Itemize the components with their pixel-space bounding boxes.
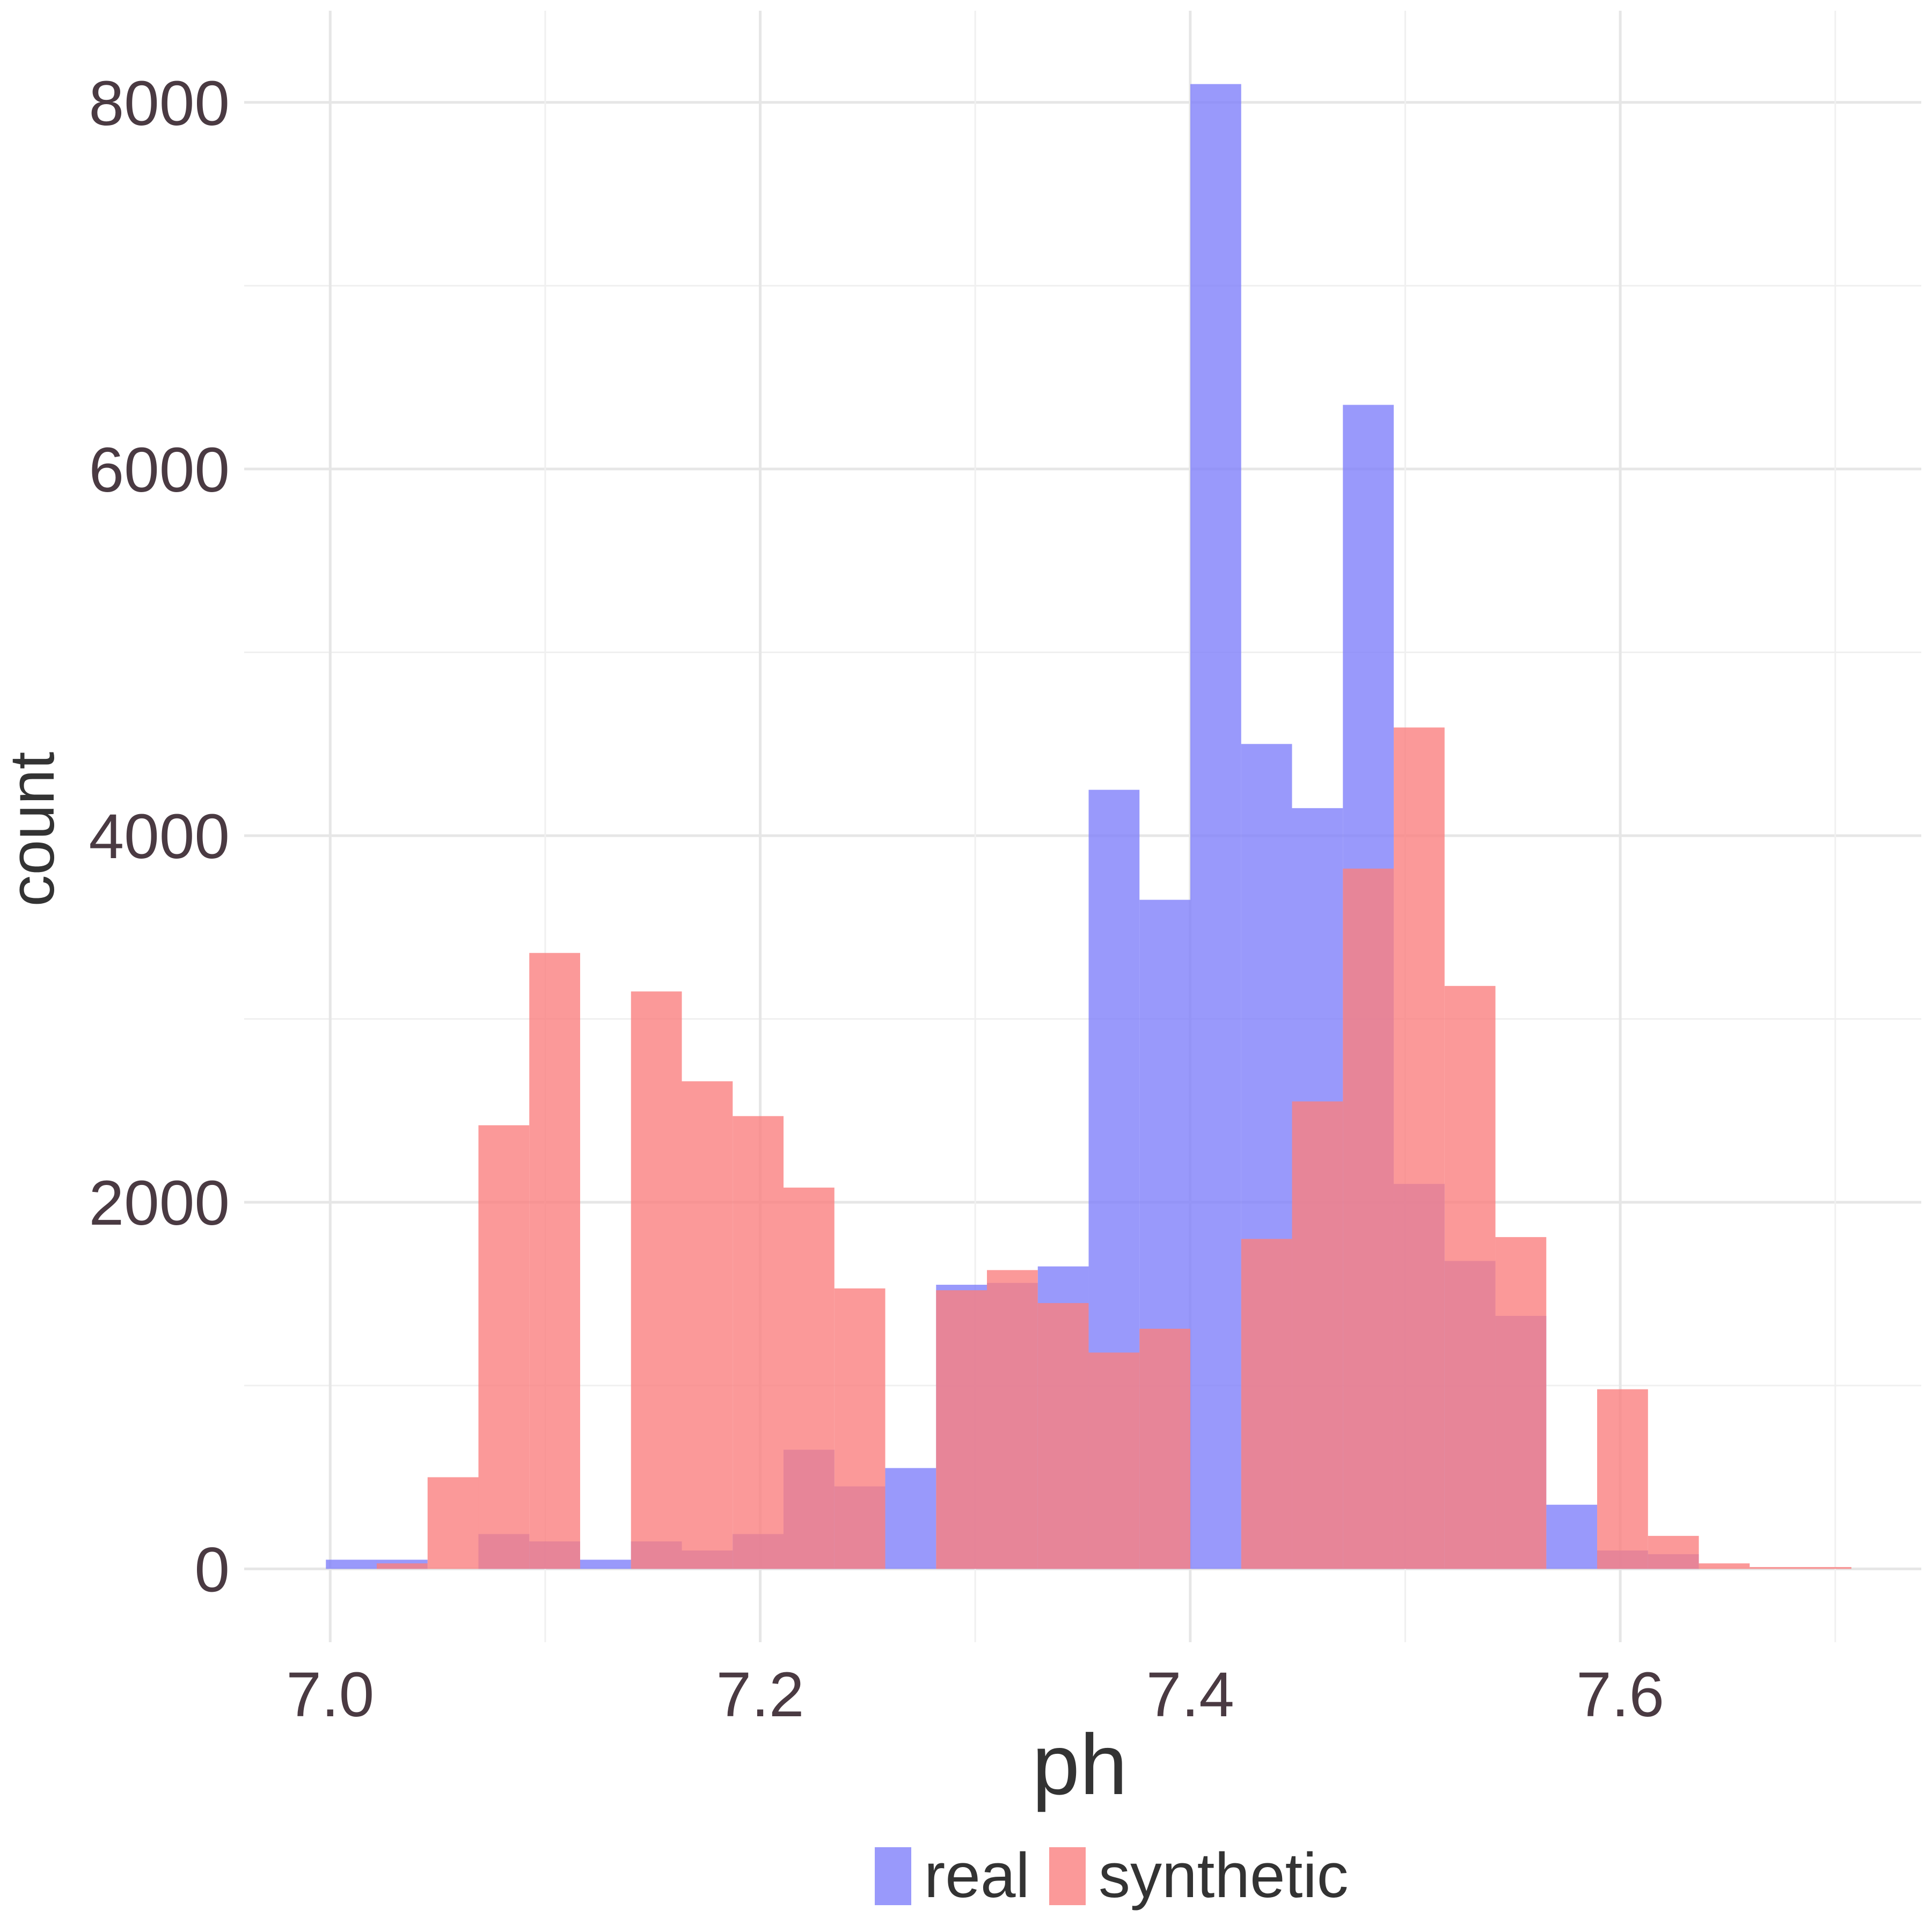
bar-synthetic — [682, 1081, 733, 1569]
bar-real — [1546, 1504, 1598, 1569]
bar-synthetic — [784, 1187, 835, 1569]
y-axis-title: count — [0, 752, 68, 907]
bar-synthetic — [376, 1563, 428, 1569]
legend: real synthetic — [875, 1840, 1349, 1911]
y-tick-label: 4000 — [89, 801, 230, 872]
legend-key-synthetic — [1049, 1847, 1086, 1905]
legend-key-real — [875, 1847, 911, 1905]
bar-synthetic — [1394, 727, 1445, 1569]
bar-synthetic — [1801, 1567, 1851, 1569]
bar-synthetic — [733, 1116, 784, 1569]
series-synthetic — [376, 727, 1851, 1569]
y-tick-label: 8000 — [89, 68, 230, 139]
bar-synthetic — [1139, 1328, 1191, 1569]
bar-synthetic — [1495, 1237, 1547, 1569]
y-tick-label: 2000 — [89, 1168, 230, 1239]
bar-synthetic — [1088, 1352, 1140, 1569]
bar-synthetic — [987, 1270, 1038, 1569]
bar-synthetic — [529, 953, 581, 1569]
bar-real — [885, 1468, 936, 1569]
bar-real — [580, 1560, 631, 1569]
bar-real — [1190, 84, 1241, 1569]
legend-label-real: real — [924, 1840, 1030, 1911]
y-tick-label: 0 — [194, 1534, 230, 1605]
bar-synthetic — [1444, 986, 1496, 1569]
legend-label-synthetic: synthetic — [1099, 1840, 1349, 1911]
bar-synthetic — [834, 1288, 885, 1569]
x-tick-label: 7.2 — [716, 1659, 804, 1730]
bar-synthetic — [478, 1125, 530, 1569]
bar-synthetic — [1343, 868, 1394, 1569]
bar-synthetic — [1699, 1563, 1750, 1569]
y-axis-ticks: 0 2000 4000 6000 8000 — [89, 68, 230, 1606]
bar-synthetic — [631, 991, 682, 1569]
x-axis-title: ph — [1032, 1716, 1128, 1812]
y-tick-label: 6000 — [89, 435, 230, 506]
bar-synthetic — [1037, 1303, 1089, 1569]
bar-synthetic — [1292, 1101, 1343, 1569]
bars — [326, 84, 1851, 1569]
bar-synthetic — [936, 1290, 987, 1569]
bar-synthetic — [427, 1477, 479, 1569]
bar-synthetic — [1750, 1567, 1801, 1569]
bar-real — [326, 1560, 377, 1569]
x-tick-label: 7.4 — [1146, 1659, 1234, 1730]
bar-synthetic — [1597, 1389, 1648, 1569]
x-axis-ticks: 7.0 7.2 7.4 7.6 — [286, 1659, 1664, 1730]
x-tick-label: 7.0 — [286, 1659, 374, 1730]
bar-synthetic — [1241, 1239, 1292, 1569]
x-tick-label: 7.6 — [1576, 1659, 1664, 1730]
bar-synthetic — [1648, 1535, 1699, 1569]
